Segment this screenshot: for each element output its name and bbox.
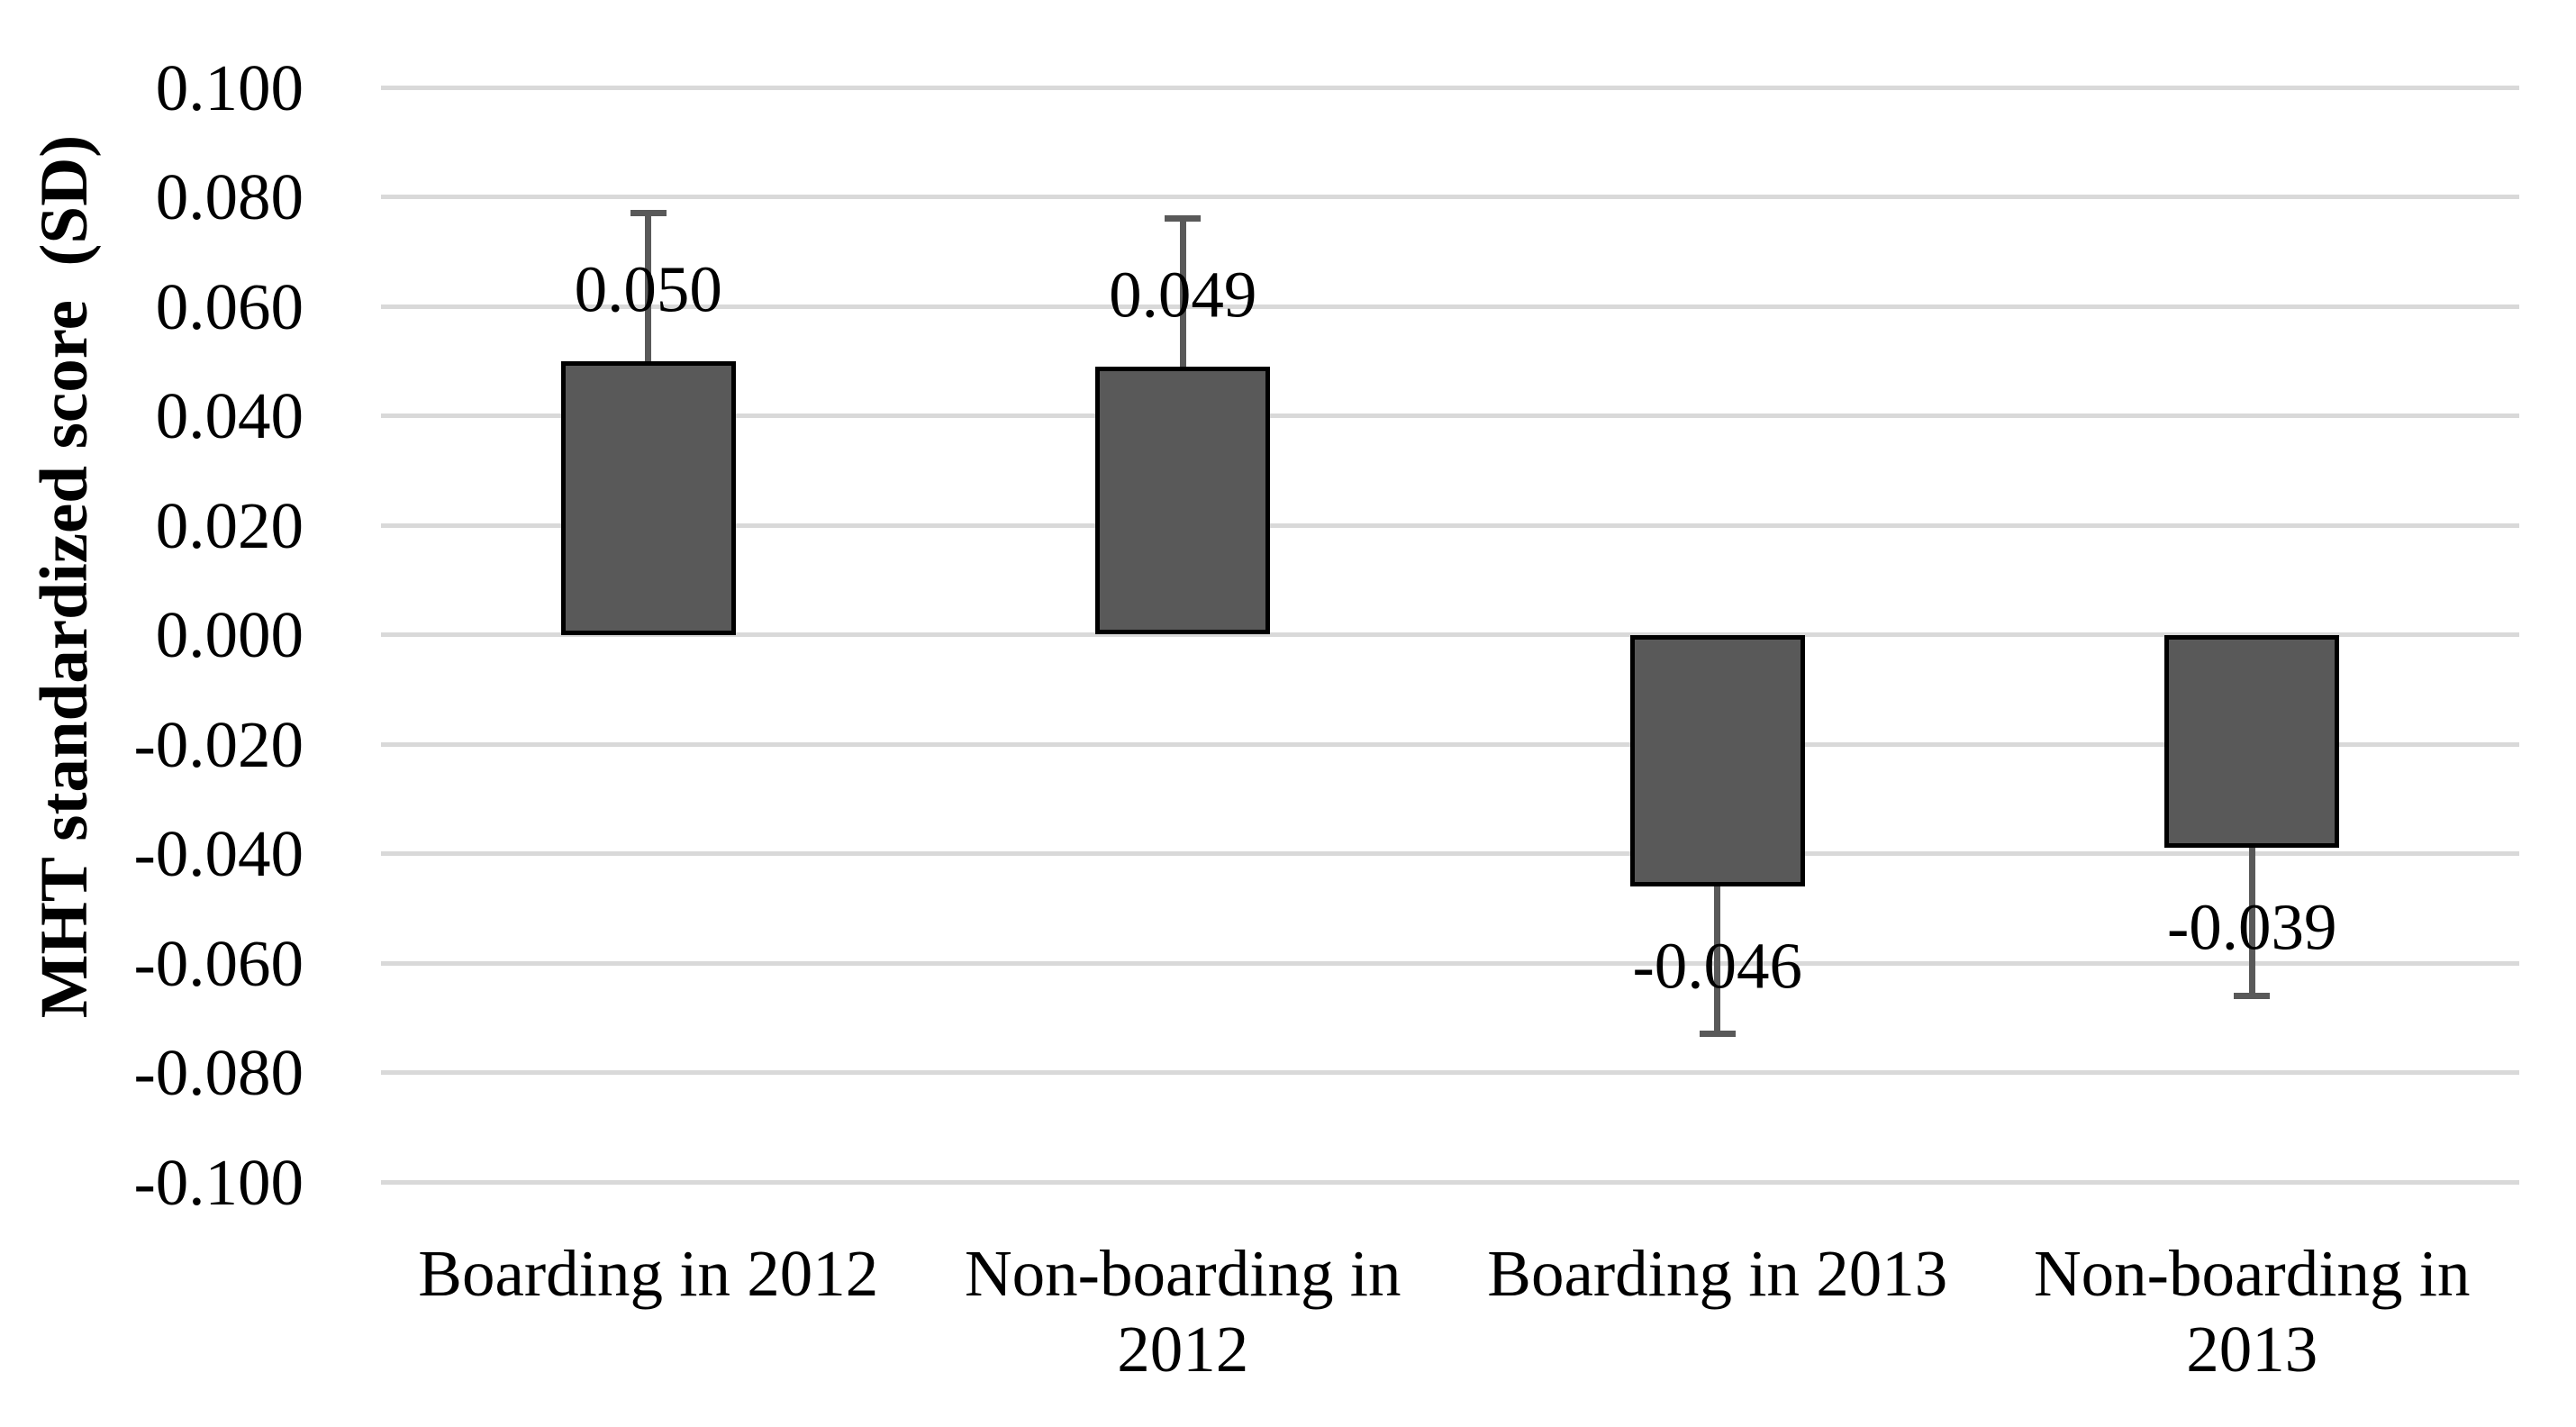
error-bar-cap — [630, 210, 667, 217]
bar — [560, 360, 736, 635]
y-axis-tick-label: -0.020 — [133, 707, 304, 781]
y-gridline — [381, 523, 2519, 528]
y-gridline — [381, 414, 2519, 418]
y-gridline — [381, 632, 2519, 637]
error-bar-line — [1179, 218, 1186, 367]
y-axis-title: MHT standardized score (SD) — [27, 134, 102, 1019]
y-axis-tick-label: 0.100 — [155, 50, 304, 124]
x-axis-category-label-line: Non-boarding in — [2033, 1237, 2471, 1310]
y-axis-tick-label: 0.040 — [155, 379, 304, 452]
x-axis-category-label-line: Boarding in 2012 — [418, 1237, 879, 1310]
error-bar-cap — [2234, 992, 2271, 999]
bar — [1629, 634, 1805, 886]
bar-value-label: -0.039 — [2166, 890, 2337, 964]
x-axis-category-label: Boarding in 2012 — [381, 1236, 916, 1312]
y-axis-tick-label: -0.060 — [133, 926, 304, 1000]
y-gridline — [381, 85, 2519, 90]
y-axis-tick-label: -0.040 — [133, 817, 304, 890]
y-gridline — [381, 304, 2519, 309]
y-gridline — [381, 1070, 2519, 1075]
error-bar-cap — [1699, 1031, 1736, 1038]
x-axis-category-label: Non-boarding in 2013 — [1985, 1236, 2520, 1387]
bar-value-label: -0.046 — [1632, 929, 1803, 1003]
x-axis-category-label: Non-boarding in 2012 — [916, 1236, 1451, 1387]
x-axis-category-label-line: 2012 — [1117, 1313, 1249, 1386]
y-gridline — [381, 851, 2519, 856]
y-gridline — [381, 1179, 2519, 1185]
y-axis-tick-label: 0.000 — [155, 598, 304, 671]
error-bar-line — [645, 213, 652, 361]
y-axis-tick-label: 0.020 — [155, 488, 304, 562]
bar-value-label: 0.050 — [574, 252, 722, 326]
error-bar-line — [2248, 848, 2255, 996]
bar — [2164, 634, 2340, 849]
bar — [1095, 366, 1271, 635]
y-axis-tick-label: 0.060 — [155, 269, 304, 343]
x-axis-category-label-line: 2013 — [2186, 1313, 2318, 1386]
y-gridline — [381, 741, 2519, 747]
y-axis-tick-label: -0.080 — [133, 1036, 304, 1109]
y-gridline — [381, 960, 2519, 966]
bar-value-label: 0.049 — [1109, 258, 1257, 332]
y-axis-tick-label: -0.100 — [133, 1145, 304, 1219]
x-axis-category-label-line: Boarding in 2013 — [1487, 1237, 1948, 1310]
x-axis-category-label-line: Non-boarding in — [964, 1237, 1401, 1310]
x-axis-category-label: Boarding in 2013 — [1450, 1236, 1985, 1312]
error-bar-line — [1714, 886, 1721, 1034]
y-axis-tick-label: 0.080 — [155, 160, 304, 233]
y-gridline — [381, 195, 2519, 199]
error-bar-cap — [1165, 215, 1202, 223]
